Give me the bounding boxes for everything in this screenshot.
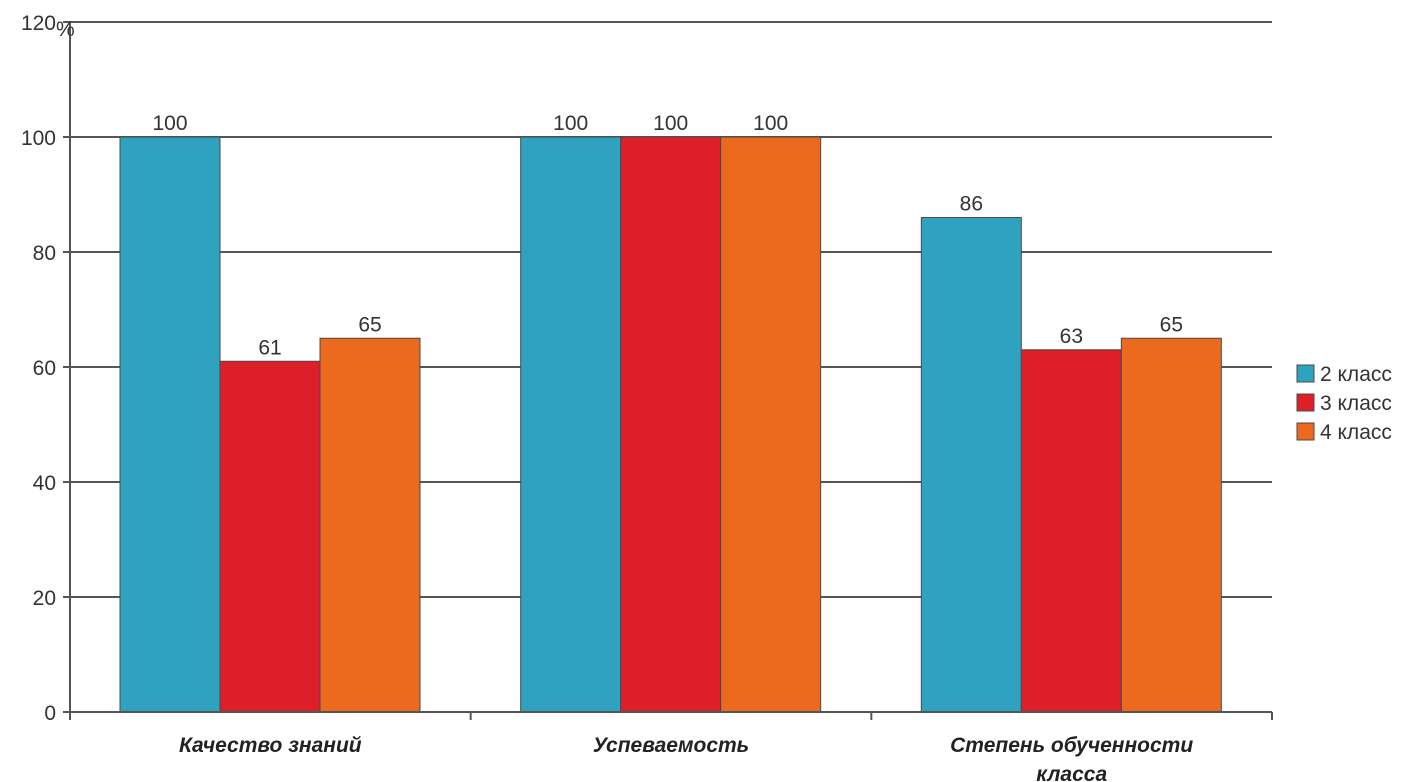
bar — [620, 136, 722, 713]
bar — [520, 136, 622, 713]
y-tick-label: 20 — [33, 587, 56, 610]
bar — [1120, 337, 1222, 713]
y-tick-label: 80 — [33, 242, 56, 265]
y-tick-label: 100 — [21, 127, 56, 150]
y-tick-labels: 0 20 40 60 80 100 120 — [21, 12, 56, 725]
data-label: 100 — [553, 112, 588, 135]
legend-label: 3 класс — [1320, 392, 1392, 415]
data-label: 63 — [1060, 325, 1083, 348]
data-label: 86 — [960, 193, 983, 216]
y-tick-label: 40 — [33, 472, 56, 495]
bars — [119, 136, 1222, 713]
axes — [63, 21, 1273, 720]
legend-swatch — [1296, 393, 1315, 412]
bar — [219, 360, 321, 713]
y-unit-label: % — [56, 18, 75, 41]
data-label: 100 — [753, 112, 788, 135]
bar — [119, 136, 221, 713]
legend-label: 2 класс — [1320, 363, 1392, 386]
bar — [720, 136, 822, 713]
bar — [920, 217, 1022, 713]
data-label: 65 — [1160, 313, 1183, 336]
legend-label: 4 класс — [1320, 421, 1392, 444]
category-label: Успеваемость — [593, 734, 749, 757]
bar — [1020, 349, 1122, 713]
data-label: 65 — [358, 313, 381, 336]
y-tick-label: 60 — [33, 357, 56, 380]
category-labels: Качество знаний Успеваемость Степень обуче… — [179, 734, 1193, 782]
data-label: 61 — [258, 336, 281, 359]
legend-swatch — [1296, 364, 1315, 383]
data-label: 100 — [653, 112, 688, 135]
data-labels: 100 61 65 100 100 100 86 63 65 — [152, 112, 1183, 359]
y-tick-label: 0 — [44, 702, 56, 725]
legend: 2 класс 3 класс 4 класс — [1296, 363, 1392, 444]
y-tick-label: 120 — [21, 12, 56, 35]
category-label: класса — [1036, 763, 1107, 782]
legend-swatch — [1296, 422, 1315, 441]
category-label: Качество знаний — [179, 734, 362, 757]
category-label: Степень обученности — [950, 734, 1193, 757]
data-label: 100 — [152, 112, 187, 135]
bar — [319, 337, 421, 713]
